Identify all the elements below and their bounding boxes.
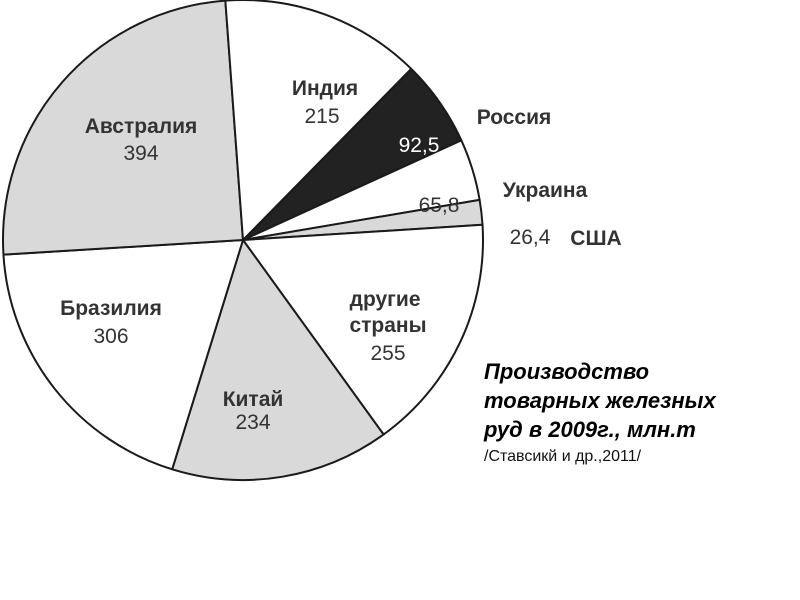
- label-other-name-line1: другие: [350, 288, 421, 311]
- pie-slices: [2, 0, 484, 481]
- label-brazil-name: Бразилия: [60, 297, 162, 320]
- label-china-value: 234: [235, 411, 270, 434]
- label-usa-value: 26,4: [510, 226, 551, 249]
- caption-source: /Ставсикй и др.,2011/: [484, 448, 642, 465]
- pie-slice-7: [224, 0, 413, 241]
- chart-caption: Производство товарных железных руд в 200…: [484, 357, 794, 467]
- pie-labels: Индия 215 Россия 92,5 Украина 65,8 26,4 …: [60, 77, 622, 434]
- pie-slice-3: [242, 223, 484, 436]
- label-india-value: 215: [304, 105, 339, 128]
- label-china-name: Китай: [223, 388, 284, 411]
- label-russia-name: Россия: [477, 106, 552, 129]
- label-other-name-line2: страны: [349, 314, 426, 337]
- label-russia-value: 92,5: [399, 134, 440, 157]
- caption-title-line-3: руд в 2009г., млн.т: [484, 417, 696, 442]
- label-australia-value: 394: [123, 142, 158, 165]
- label-ukraine-name: Украина: [503, 179, 588, 202]
- label-other-value: 255: [370, 342, 405, 365]
- label-australia-name: Австралия: [85, 115, 198, 138]
- label-india-name: Индия: [292, 77, 358, 100]
- caption-title-line-2: товарных железных: [484, 388, 716, 413]
- pie-slice-5: [2, 239, 244, 471]
- label-ukraine-value: 65,8: [419, 194, 460, 217]
- label-other-name: другие страны: [349, 288, 426, 337]
- label-brazil-value: 306: [93, 325, 128, 348]
- label-usa-name: США: [570, 227, 621, 250]
- pie-slice-6: [2, 0, 244, 256]
- caption-title-line-1: Производство: [484, 359, 650, 384]
